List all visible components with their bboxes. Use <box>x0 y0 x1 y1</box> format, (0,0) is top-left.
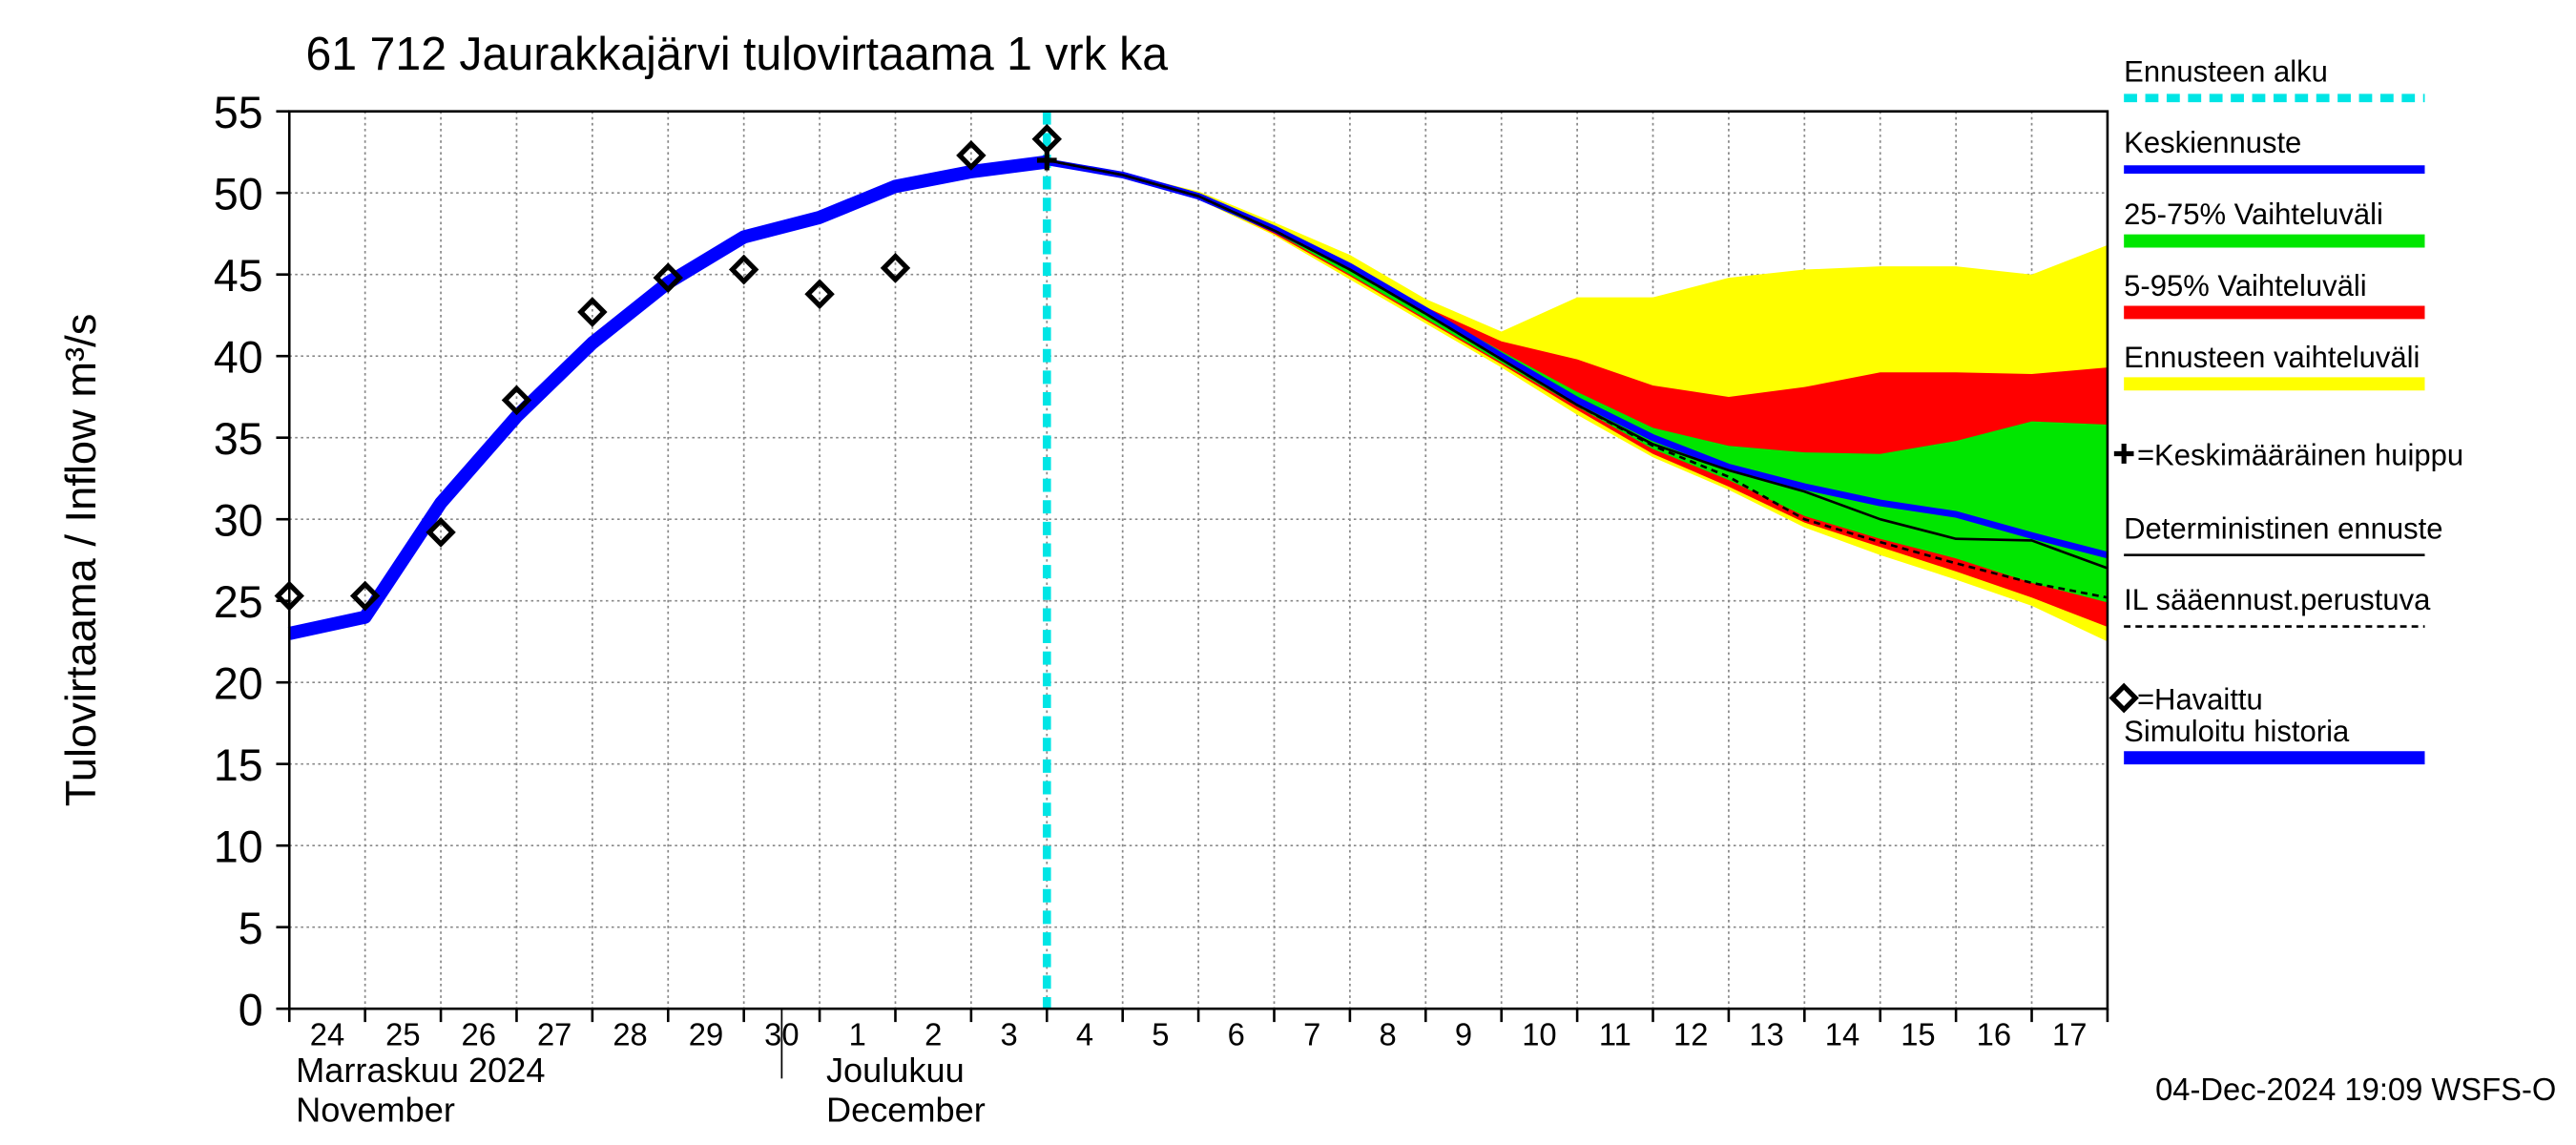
thick-line <box>287 155 1049 640</box>
x-tick-label: 14 <box>1825 1016 1859 1051</box>
month-label: November <box>296 1090 455 1129</box>
y-tick-label: 0 <box>239 985 263 1034</box>
y-tick-label: 5 <box>239 904 263 953</box>
month-label: December <box>826 1090 986 1129</box>
y-tick-label: 55 <box>214 88 263 137</box>
x-tick-label: 17 <box>2052 1016 2087 1051</box>
legend-label: Deterministinen ennuste <box>2124 511 2442 545</box>
x-tick-label: 12 <box>1673 1016 1708 1051</box>
legend-label: Keskiennuste <box>2124 126 2301 159</box>
x-tick-label: 1 <box>849 1016 866 1051</box>
plot-frame <box>287 110 2109 1010</box>
x-tick-label: 25 <box>385 1016 420 1051</box>
footer: 04-Dec-2024 19:09 WSFS-O <box>2155 1072 2556 1107</box>
observed-point <box>728 254 759 285</box>
x-tick-label: 13 <box>1749 1016 1783 1051</box>
legend-label: Simuloitu historia <box>2124 715 2350 748</box>
x-tick-label: 2 <box>924 1016 942 1051</box>
y-tick-label: 30 <box>214 495 263 545</box>
legend-label: 25-75% Vaihteluväli <box>2124 198 2383 231</box>
observed-point <box>880 252 911 283</box>
y-tick-label: 10 <box>214 822 263 871</box>
observed-point <box>426 516 456 548</box>
observed-point <box>349 580 381 612</box>
legend-label: Ennusteen alku <box>2124 54 2328 88</box>
x-tick-label: 15 <box>1901 1016 1935 1051</box>
peak-marker <box>1036 150 1057 171</box>
observed-point <box>956 139 987 171</box>
x-tick-label: 11 <box>1599 1016 1631 1051</box>
observed-point <box>804 279 835 310</box>
x-tick-label: 7 <box>1303 1016 1320 1051</box>
x-tick-label: 26 <box>462 1016 496 1051</box>
y-tick-label: 15 <box>214 740 263 790</box>
x-tick-label: 24 <box>310 1016 344 1051</box>
x-tick-label: 4 <box>1076 1016 1093 1051</box>
y-axis-label: Tulovirtaama / Inflow m³/s <box>56 314 105 807</box>
x-tick-label: 28 <box>613 1016 647 1051</box>
observed-point <box>653 262 683 293</box>
x-tick-label: 29 <box>689 1016 723 1051</box>
legend-label: 5-95% Vaihteluväli <box>2124 269 2366 302</box>
x-tick-label: 3 <box>1000 1016 1017 1051</box>
x-tick-label: 10 <box>1522 1016 1556 1051</box>
observed-point <box>577 297 608 327</box>
chart-title: 61 712 Jaurakkajärvi tulovirtaama 1 vrk … <box>305 29 1168 80</box>
legend-label: =Havaittu <box>2137 683 2263 717</box>
x-tick-label: 5 <box>1152 1016 1169 1051</box>
x-tick-label: 9 <box>1455 1016 1472 1051</box>
dashed-line <box>1047 158 2109 599</box>
legend-label: IL sääennust.perustuva <box>2124 583 2431 616</box>
x-tick-label: 27 <box>537 1016 571 1051</box>
legend-label: Ennusteen vaihteluväli <box>2124 341 2420 374</box>
x-tick-label: 6 <box>1228 1016 1245 1051</box>
x-tick-label: 8 <box>1379 1016 1396 1051</box>
x-tick-label: 16 <box>1977 1016 2011 1051</box>
y-tick-label: 45 <box>214 251 263 301</box>
month-label: Marraskuu 2024 <box>296 1051 545 1090</box>
legend-swatch <box>2109 682 2139 714</box>
legend-swatch <box>2113 444 2134 464</box>
legend-label: =Keskimääräinen huippu <box>2137 439 2463 472</box>
observed-point <box>501 385 532 416</box>
month-label: Joulukuu <box>826 1051 965 1090</box>
y-tick-label: 35 <box>214 414 263 464</box>
y-tick-label: 20 <box>214 658 263 708</box>
y-tick-label: 25 <box>214 577 263 627</box>
y-tick-label: 40 <box>214 332 263 382</box>
y-tick-label: 50 <box>214 169 263 219</box>
